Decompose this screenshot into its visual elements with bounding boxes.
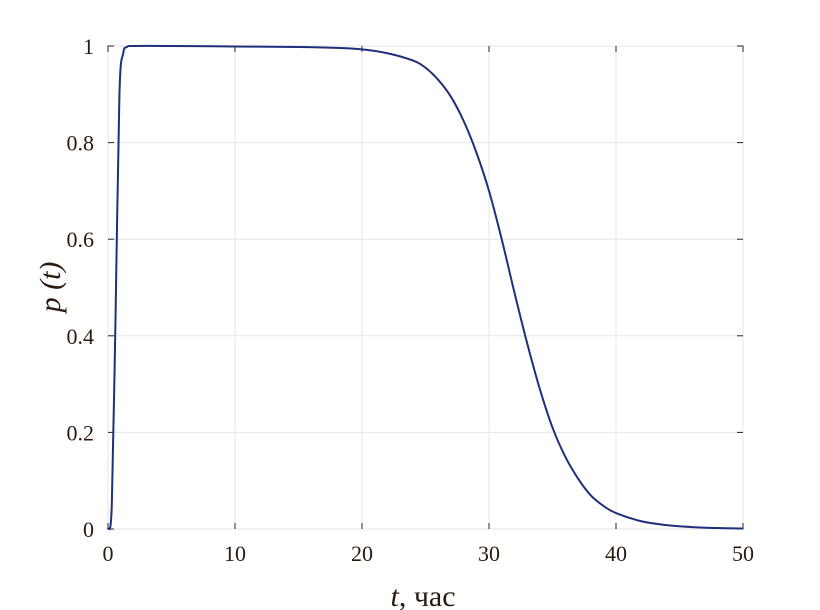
- series-group: [107, 44, 744, 531]
- y-tick-labels: 0 0.2 0.4 0.6 0.8 1: [67, 34, 95, 542]
- x-axis-label-var: t: [390, 580, 399, 610]
- y-tick-label: 0.8: [67, 131, 95, 156]
- x-tick-labels: 0 10 20 30 40 50: [103, 541, 755, 566]
- x-axis-label: t, час: [390, 580, 455, 610]
- y-axis-label: p (t): [34, 262, 67, 315]
- y-axis-label-arg: (t): [34, 262, 67, 290]
- y-tick-label: 0: [83, 517, 94, 542]
- x-tick-label: 50: [732, 541, 754, 566]
- y-tick-label: 0.4: [67, 324, 95, 349]
- y-tick-label: 0.2: [67, 420, 95, 445]
- y-tick-label: 0.6: [67, 227, 95, 252]
- y-axis-label-space: [34, 290, 67, 298]
- series-line: [107, 44, 744, 531]
- x-tick-label: 40: [605, 541, 627, 566]
- x-tick-label: 30: [478, 541, 500, 566]
- plot-area: [107, 45, 744, 530]
- x-tick-label: 0: [103, 541, 114, 566]
- x-tick-label: 10: [224, 541, 246, 566]
- x-tick-label: 20: [351, 541, 373, 566]
- y-tick-label: 1: [83, 34, 94, 59]
- y-axis-label-var: p: [34, 297, 67, 314]
- x-axis-label-unit: , час: [399, 580, 456, 610]
